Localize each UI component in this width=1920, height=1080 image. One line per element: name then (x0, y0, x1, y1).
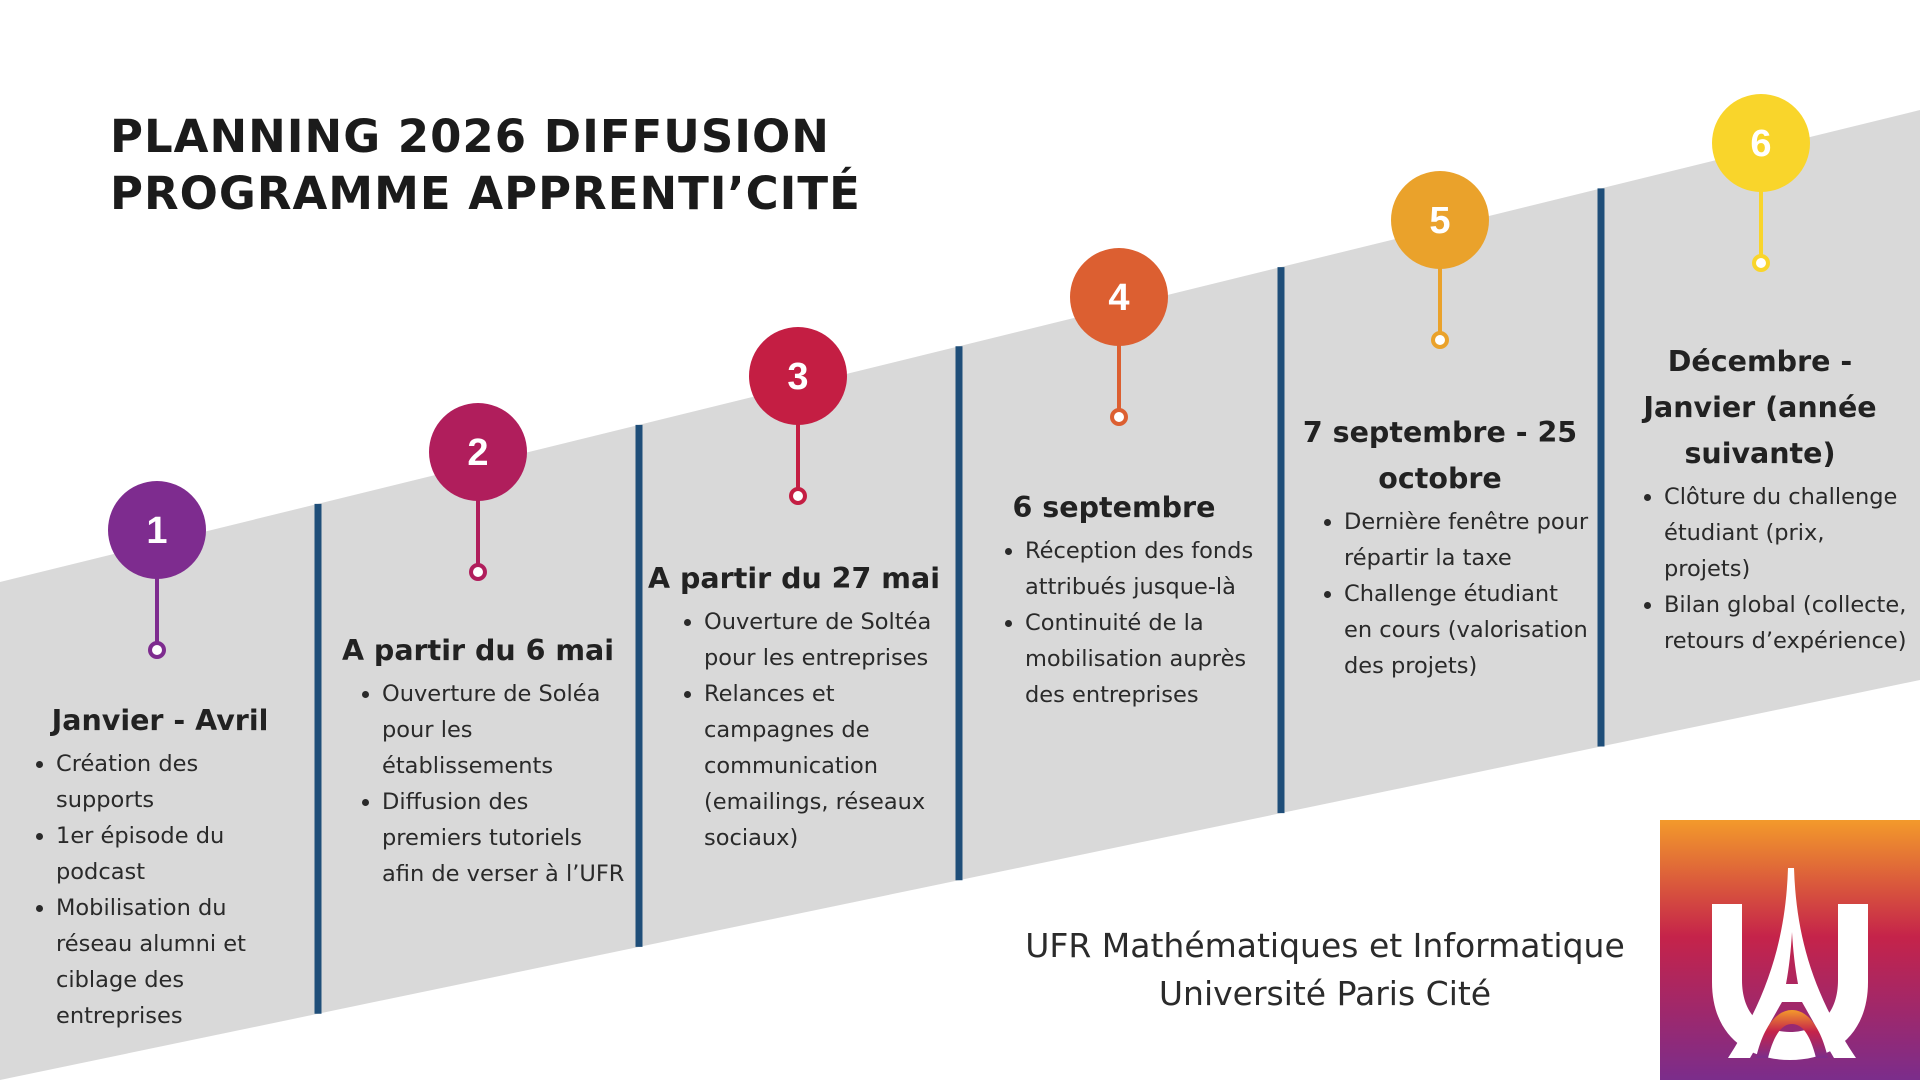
step-1-pin: 1 (108, 481, 206, 659)
step-6-pin-circle (1712, 94, 1810, 192)
step-3-date: A partir du 27 mai (648, 562, 940, 595)
step-5: 7 septembre - 25 octobre Dernière fenêtr… (1290, 410, 1590, 684)
step-6-number: 6 (1750, 123, 1771, 165)
step-4-pin-end (1110, 408, 1128, 426)
step-6-bullets: Clôture du challenge étudiant (prix, pro… (1610, 479, 1910, 659)
step-5-date-line-2: octobre (1378, 462, 1502, 495)
step-6-bullet-2: Bilan global (collecte, retours d’expéri… (1664, 587, 1910, 659)
step-5-pin-circle (1391, 171, 1489, 269)
step-3-pin-end (789, 487, 807, 505)
step-4-date: 6 septembre (1012, 491, 1216, 524)
step-1: Janvier - Avril Création des supports 1e… (30, 697, 290, 1034)
step-6-pin: 6 (1712, 94, 1810, 272)
step-1-bullet-3: Mobilisation du réseau alumni et ciblage… (56, 890, 290, 1034)
step-6-date-line-3: suivante) (1684, 437, 1836, 470)
step-5-bullet-1: Dernière fenêtre pour répartir la taxe (1344, 504, 1590, 576)
step-2-pin-circle (429, 403, 527, 501)
step-6-date-line-2: Janvier (année (1643, 391, 1877, 424)
step-2-bullet-2: Diffusion des premiers tutoriels afin de… (382, 784, 630, 892)
step-4: 6 septembre Réception des fonds attribué… (970, 484, 1270, 713)
step-4-bullet-1: Réception des fonds attribués jusque-là (1025, 533, 1270, 605)
step-5-date: 7 septembre - 25 octobre (1290, 410, 1590, 502)
step-1-number: 1 (146, 510, 167, 552)
step-1-bullets: Création des supports 1er épisode du pod… (30, 746, 290, 1034)
step-2-number: 2 (467, 432, 488, 474)
step-4-pin-circle (1070, 248, 1168, 346)
step-5-pin-end (1431, 331, 1449, 349)
page-title: PLANNING 2026 DIFFUSION PROGRAMME APPREN… (110, 108, 861, 222)
step-3: A partir du 27 mai Ouverture de Soltéa p… (648, 555, 950, 856)
step-2-bullet-1: Ouverture de Soléa pour les établissemen… (382, 676, 630, 784)
step-5-number: 5 (1429, 200, 1450, 242)
footer-institution: UFR Mathématiques et Informatique Univer… (1000, 922, 1650, 1018)
step-4-bullets: Réception des fonds attribués jusque-là … (970, 533, 1270, 713)
step-5-bullets: Dernière fenêtre pour répartir la taxe C… (1290, 504, 1590, 684)
step-3-bullet-1: Ouverture de Soltéa pour les entreprises (704, 604, 950, 676)
step-1-date: Janvier - Avril (51, 704, 269, 737)
step-1-pin-end (148, 641, 166, 659)
step-4-number: 4 (1108, 277, 1129, 319)
step-1-bullet-2: 1er épisode du podcast (56, 818, 290, 890)
step-6-pin-end (1752, 254, 1770, 272)
step-6-date: Décembre - Janvier (année suivante) (1610, 339, 1910, 477)
step-2-pin: 2 (429, 403, 527, 581)
step-6-date-line-1: Décembre - (1667, 345, 1853, 378)
step-2-date: A partir du 6 mai (341, 634, 615, 667)
step-3-bullet-2: Relances et campagnes de communication (… (704, 676, 950, 856)
step-1-pin-circle (108, 481, 206, 579)
step-5-pin: 5 (1391, 171, 1489, 349)
universite-paris-cite-logo-icon (1660, 820, 1920, 1080)
step-2-pin-end (469, 563, 487, 581)
step-2: A partir du 6 mai Ouverture de Soléa pou… (330, 627, 630, 892)
footer-ufr: UFR Mathématiques et Informatique (1025, 926, 1625, 965)
step-2-bullets: Ouverture de Soléa pour les établissemen… (330, 676, 630, 892)
step-6: Décembre - Janvier (année suivante) Clôt… (1610, 339, 1910, 659)
step-6-bullet-1: Clôture du challenge étudiant (prix, pro… (1664, 479, 1910, 587)
step-3-bullets: Ouverture de Soltéa pour les entreprises… (650, 604, 950, 856)
step-1-bullet-1: Création des supports (56, 746, 290, 818)
step-3-number: 3 (787, 356, 808, 398)
title-line-2: PROGRAMME APPRENTI’CITÉ (110, 167, 861, 220)
step-5-bullet-2: Challenge étudiant en cours (valorisatio… (1344, 576, 1590, 684)
step-5-date-line-1: 7 septembre - 25 (1302, 416, 1578, 449)
step-4-bullet-2: Continuité de la mobilisation auprès des… (1025, 605, 1270, 713)
step-3-pin-circle (749, 327, 847, 425)
footer-university: Université Paris Cité (1158, 974, 1492, 1013)
step-4-pin: 4 (1070, 248, 1168, 426)
step-3-pin: 3 (749, 327, 847, 505)
title-line-1: PLANNING 2026 DIFFUSION (110, 110, 830, 163)
